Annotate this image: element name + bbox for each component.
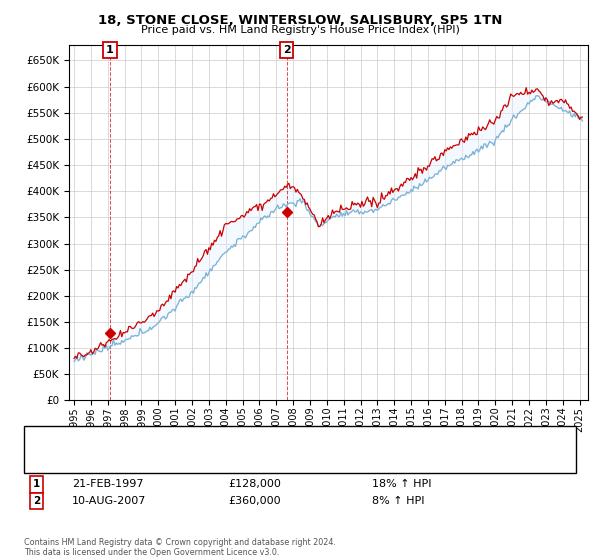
Text: 2: 2 bbox=[33, 496, 40, 506]
Text: 18% ↑ HPI: 18% ↑ HPI bbox=[372, 479, 431, 489]
Text: 1: 1 bbox=[33, 479, 40, 489]
Text: £360,000: £360,000 bbox=[228, 496, 281, 506]
Text: £128,000: £128,000 bbox=[228, 479, 281, 489]
Text: ─────: ───── bbox=[42, 451, 79, 464]
Text: 18, STONE CLOSE, WINTERSLOW, SALISBURY, SP5 1TN (detached house): 18, STONE CLOSE, WINTERSLOW, SALISBURY, … bbox=[99, 440, 455, 450]
Text: 2: 2 bbox=[283, 45, 290, 55]
Text: 21-FEB-1997: 21-FEB-1997 bbox=[72, 479, 143, 489]
Text: HPI: Average price, detached house, Wiltshire: HPI: Average price, detached house, Wilt… bbox=[99, 452, 323, 463]
Text: 18, STONE CLOSE, WINTERSLOW, SALISBURY, SP5 1TN: 18, STONE CLOSE, WINTERSLOW, SALISBURY, … bbox=[98, 14, 502, 27]
Text: ─────: ───── bbox=[42, 438, 79, 452]
Text: 8% ↑ HPI: 8% ↑ HPI bbox=[372, 496, 425, 506]
Text: Contains HM Land Registry data © Crown copyright and database right 2024.
This d: Contains HM Land Registry data © Crown c… bbox=[24, 538, 336, 557]
Text: 10-AUG-2007: 10-AUG-2007 bbox=[72, 496, 146, 506]
Text: 1: 1 bbox=[106, 45, 114, 55]
Text: Price paid vs. HM Land Registry's House Price Index (HPI): Price paid vs. HM Land Registry's House … bbox=[140, 25, 460, 35]
